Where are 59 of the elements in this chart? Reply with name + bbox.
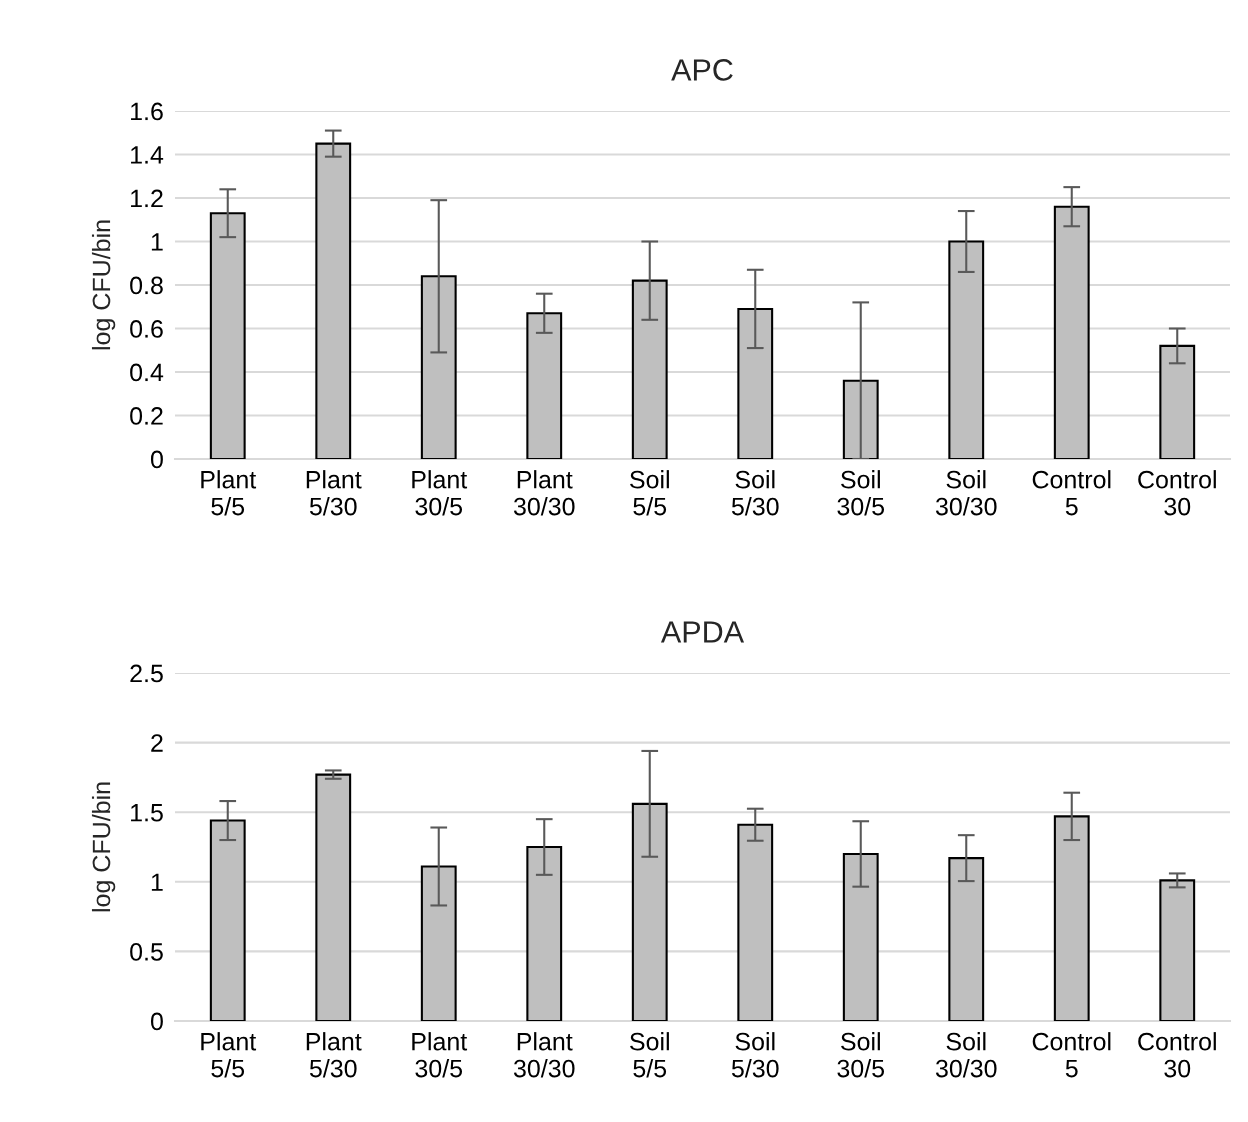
- y-tick-label: 1.4: [131, 146, 164, 164]
- x-tick-label: Soil 30/30: [935, 1032, 997, 1078]
- x-tick-label: Soil 30/30: [935, 470, 997, 516]
- y-tick-label: 0.8: [130, 276, 163, 295]
- x-tick-label: Soil 5/5: [630, 470, 669, 516]
- x-tick-label: Control 5: [1032, 1032, 1111, 1078]
- x-tick-label: Soil 30/5: [837, 470, 885, 516]
- bar: [948, 240, 985, 459]
- bar: [631, 279, 668, 459]
- y-tick-label: 0.4: [130, 363, 164, 382]
- y-tick-label: 2.5: [130, 664, 163, 683]
- bar: [737, 307, 774, 459]
- x-tick-label: Control 30: [1138, 470, 1216, 516]
- y-tick-label: 0.2: [130, 407, 163, 425]
- x-tick-label: Plant 5/30: [306, 470, 362, 516]
- x-tick-label: Control 30: [1138, 1032, 1216, 1078]
- bar: [842, 852, 879, 1021]
- bar: [315, 773, 352, 1021]
- x-tick-label: Control 5: [1032, 470, 1111, 516]
- bar: [526, 845, 563, 1021]
- y-axis-title: log CFU/bin: [91, 220, 116, 350]
- bar: [420, 865, 457, 1021]
- bar: [1053, 815, 1090, 1021]
- bar: [842, 379, 879, 459]
- y-tick-label: 2: [151, 734, 163, 752]
- x-tick-label: Plant 5/5: [201, 1032, 257, 1078]
- x-tick-label: Soil 5/30: [731, 470, 779, 516]
- chart-title: APDA: [660, 621, 745, 643]
- x-tick-label: Soil 5/5: [630, 1032, 669, 1078]
- x-tick-label: Plant 5/30: [306, 1032, 362, 1078]
- bar: [948, 857, 985, 1021]
- bar: [631, 802, 668, 1021]
- y-tick-label: 1.6: [131, 102, 163, 121]
- bar: [1159, 879, 1196, 1021]
- y-tick-label: 0.6: [130, 320, 163, 338]
- y-tick-label: 1.2: [131, 189, 163, 208]
- x-tick-label: Plant 30/30: [513, 1032, 575, 1078]
- y-tick-label: 1: [151, 873, 163, 891]
- y-tick-label: 1.5: [131, 804, 163, 822]
- y-tick-label: 0: [150, 1012, 163, 1031]
- y-tick-label: 1: [151, 233, 163, 251]
- x-tick-label: Plant 30/30: [513, 470, 575, 516]
- x-tick-label: Plant 5/5: [201, 470, 257, 516]
- bar: [209, 212, 246, 459]
- x-tick-label: Plant 30/5: [412, 470, 468, 516]
- y-axis-title: log CFU/bin: [91, 782, 116, 912]
- x-tick-label: Soil 30/5: [837, 1032, 885, 1078]
- chart-title: APC: [671, 59, 733, 81]
- bar: [526, 312, 563, 459]
- bar: [209, 819, 246, 1021]
- x-tick-label: Soil 5/30: [731, 1032, 779, 1078]
- bar: [1159, 344, 1196, 459]
- bar: [737, 823, 774, 1021]
- bar: [420, 275, 457, 459]
- x-tick-label: Plant 30/5: [412, 1032, 468, 1078]
- bar: [1053, 205, 1090, 459]
- y-tick-label: 0.5: [130, 943, 163, 961]
- bar: [315, 142, 352, 459]
- y-tick-label: 0: [150, 450, 163, 469]
